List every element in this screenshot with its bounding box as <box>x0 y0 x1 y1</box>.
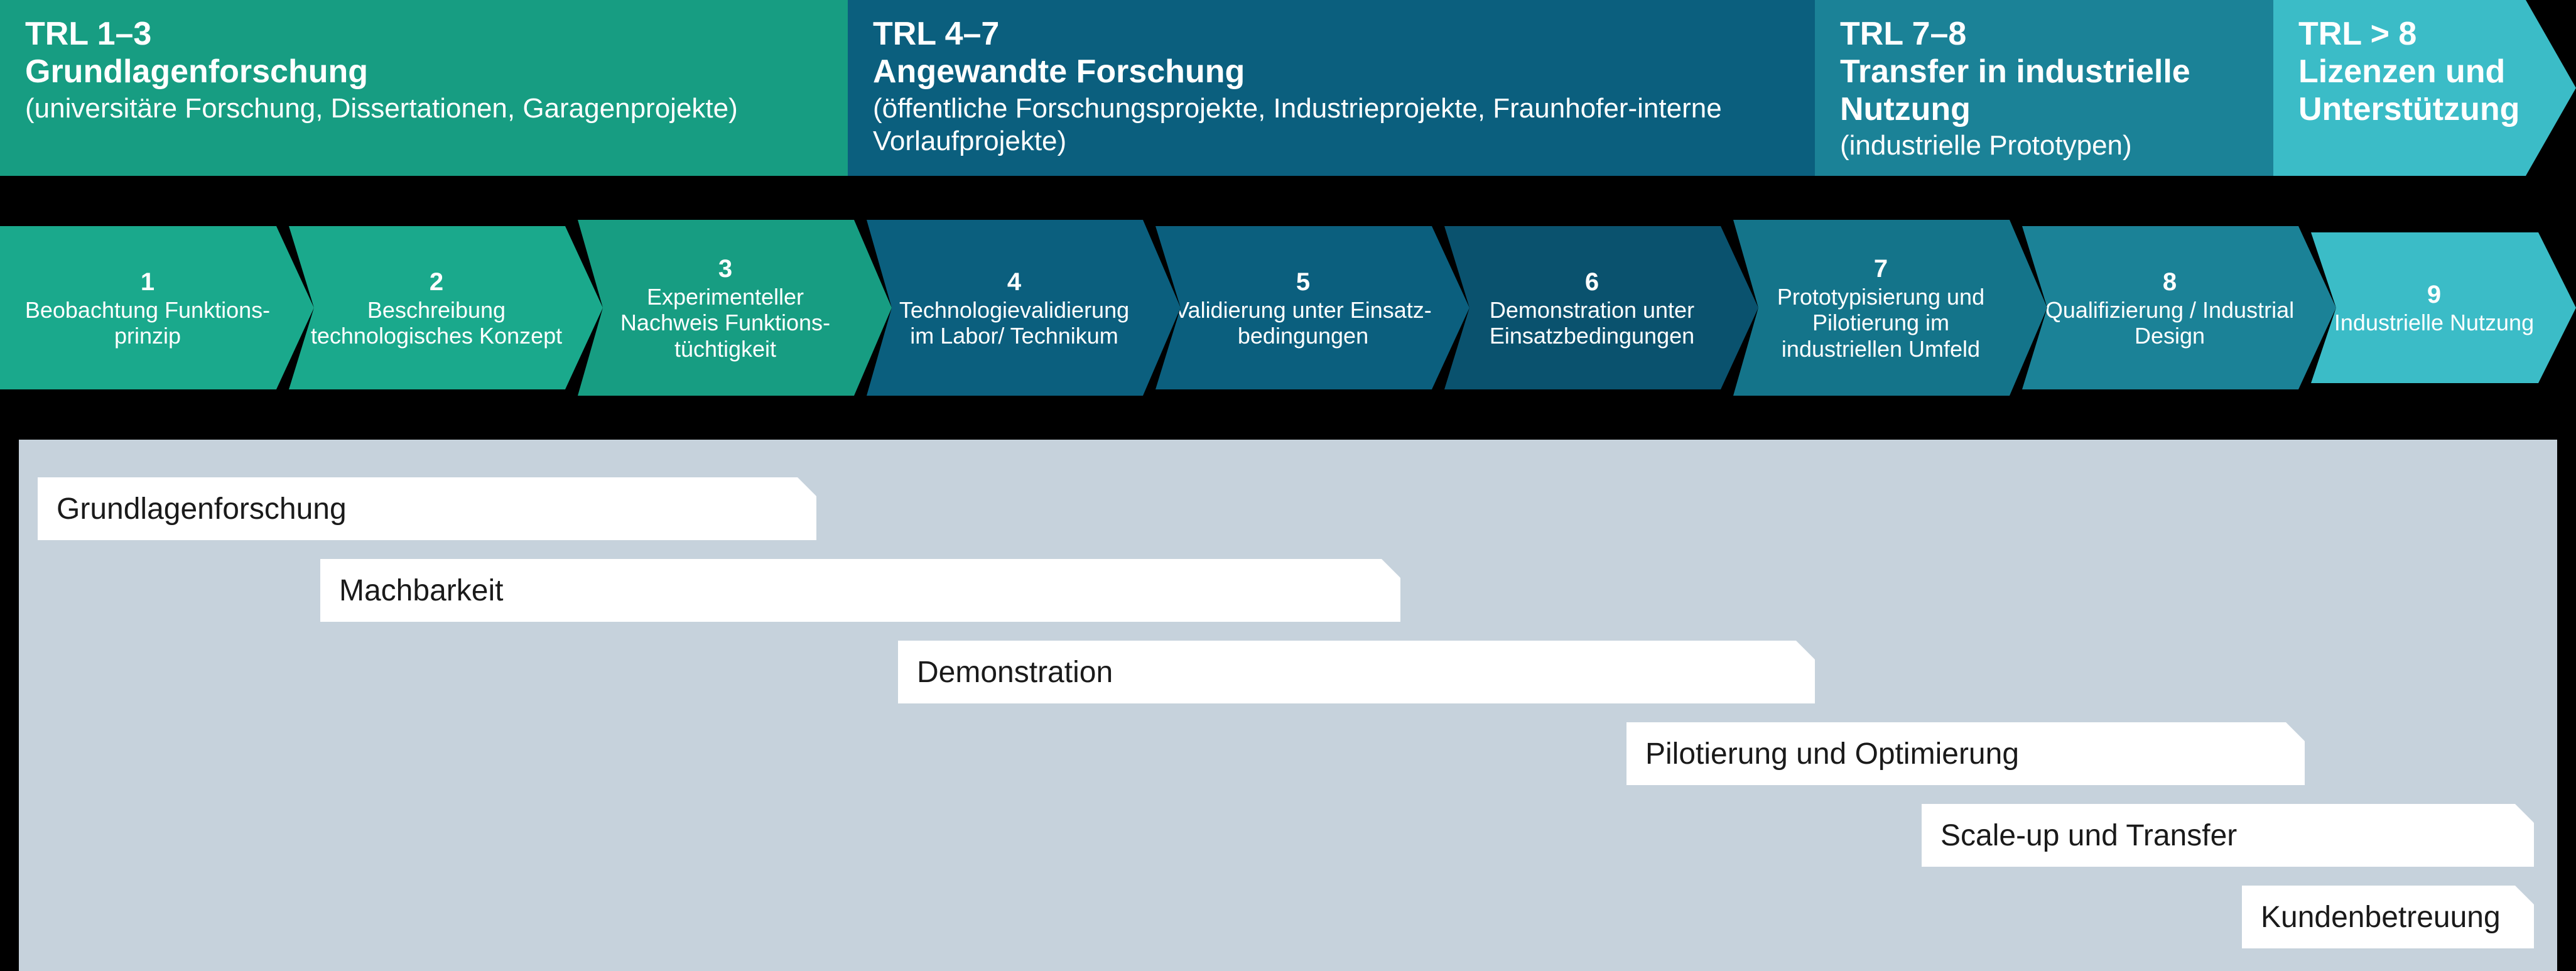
trl-label: Beobachtung Funktions­prinzip <box>19 297 276 349</box>
phase-bar: Demonstration <box>898 641 1815 703</box>
trl-number: 3 <box>718 254 732 284</box>
phase-bar: Grundlagenforschung <box>38 477 816 540</box>
category-trl-4-7: TRL 4–7 Angewandte Forschung (öffentlich… <box>848 0 1865 176</box>
trl-label: Qualifizierung / Industrial Design <box>2041 297 2298 349</box>
category-title: TRL 1–3 <box>25 16 848 53</box>
phase-bar: Machbarkeit <box>320 559 1400 622</box>
trl-label: Beschreibung technologisches Konzept <box>308 297 565 349</box>
trl-level-6: 6Demonstration unter Einsatz­bedingungen <box>1444 226 1758 389</box>
phase-bar: Scale-up und Transfer <box>1922 804 2534 867</box>
trl-level-2: 2Beschreibung technologisches Konzept <box>289 226 603 389</box>
trl-label: Prototypisierung und Pilotierung im indu… <box>1752 284 2010 362</box>
category-title: TRL 4–7 <box>873 16 1815 53</box>
phase-bar: Pilotierung und Optimierung <box>1626 722 2305 785</box>
category-subtitle: Grundlagenforschung <box>25 53 848 91</box>
trl-level-8: 8Qualifizierung / Industrial Design <box>2022 226 2336 389</box>
trl-label: Experimenteller Nachweis Funktions­tücht… <box>597 284 854 362</box>
trl-label: Industrielle Nutzung <box>2334 310 2534 335</box>
trl-level-row: 1Beobachtung Funktions­prinzip2Beschreib… <box>0 220 2576 396</box>
trl-level-1: 1Beobachtung Funktions­prinzip <box>0 226 314 389</box>
trl-label: Demonstration unter Einsatz­bedingungen <box>1463 297 1721 349</box>
category-trl-7-8: TRL 7–8 Transfer in industrielle Nutzung… <box>1815 0 2324 176</box>
trl-number: 1 <box>141 267 154 297</box>
trl-label: Validierung unter Einsatz­bedingungen <box>1174 297 1432 349</box>
trl-level-3: 3Experimenteller Nachweis Funktions­tüch… <box>578 220 892 396</box>
trl-number: 8 <box>2163 267 2177 297</box>
trl-number: 6 <box>1585 267 1599 297</box>
trl-number: 2 <box>430 267 443 297</box>
trl-number: 5 <box>1296 267 1310 297</box>
category-title: TRL > 8 <box>2298 16 2526 53</box>
trl-label: Technologie­validierung im Labor/ Techni… <box>885 297 1143 349</box>
category-subtitle: Lizenzen und Unterstützung <box>2298 53 2526 129</box>
category-desc: (öffentliche Forschungsprojekte, Industr… <box>873 92 1815 159</box>
category-desc: (universitäre Forschung, Dissertationen,… <box>25 92 848 126</box>
trl-number: 4 <box>1007 267 1021 297</box>
trl-level-4: 4Technologie­validierung im Labor/ Techn… <box>867 220 1181 396</box>
category-desc: (industrielle Prototypen) <box>1840 129 2273 163</box>
category-subtitle: Transfer in industrielle Nutzung <box>1840 53 2273 129</box>
category-subtitle: Angewandte Forschung <box>873 53 1815 91</box>
trl-level-5: 5Validierung unter Einsatz­bedingungen <box>1155 226 1469 389</box>
category-row: TRL 1–3 Grundlagenforschung (universitär… <box>0 0 2576 176</box>
trl-level-7: 7Prototypisierung und Pilotierung im ind… <box>1733 220 2047 396</box>
trl-diagram: TRL 1–3 Grundlagenforschung (universitär… <box>0 0 2576 971</box>
phase-bar: Kundenbetreuung <box>2242 886 2534 948</box>
category-title: TRL 7–8 <box>1840 16 2273 53</box>
trl-level-9: 9Industrielle Nutzung <box>2311 232 2576 383</box>
phase-panel: Grundlagenforschung Machbarkeit Demonstrat… <box>19 440 2557 971</box>
category-trl-gt-8: TRL > 8 Lizenzen und Unterstützung <box>2273 0 2576 176</box>
category-trl-1-3: TRL 1–3 Grundlagenforschung (universitär… <box>0 0 898 176</box>
trl-number: 9 <box>2427 279 2441 310</box>
trl-number: 7 <box>1874 254 1888 284</box>
